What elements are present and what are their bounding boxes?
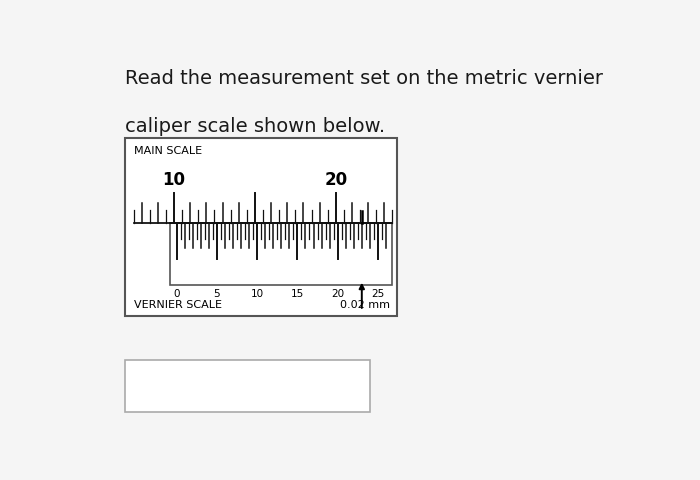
Text: 20: 20 — [324, 170, 347, 188]
Bar — [170, 223, 393, 285]
Text: 10: 10 — [251, 288, 264, 298]
Text: Read the measurement set on the metric vernier: Read the measurement set on the metric v… — [125, 69, 603, 88]
Text: 25: 25 — [371, 288, 384, 298]
Text: 5: 5 — [214, 288, 220, 298]
Text: caliper scale shown below.: caliper scale shown below. — [125, 117, 386, 136]
Text: 10: 10 — [162, 170, 186, 188]
Bar — [125, 360, 370, 412]
Text: 20: 20 — [331, 288, 344, 298]
Text: 0.02 mm: 0.02 mm — [340, 299, 390, 309]
Text: VERNIER SCALE: VERNIER SCALE — [134, 299, 222, 309]
Text: 0: 0 — [174, 288, 180, 298]
Bar — [125, 139, 397, 316]
Text: MAIN SCALE: MAIN SCALE — [134, 145, 202, 156]
Text: 15: 15 — [290, 288, 304, 298]
